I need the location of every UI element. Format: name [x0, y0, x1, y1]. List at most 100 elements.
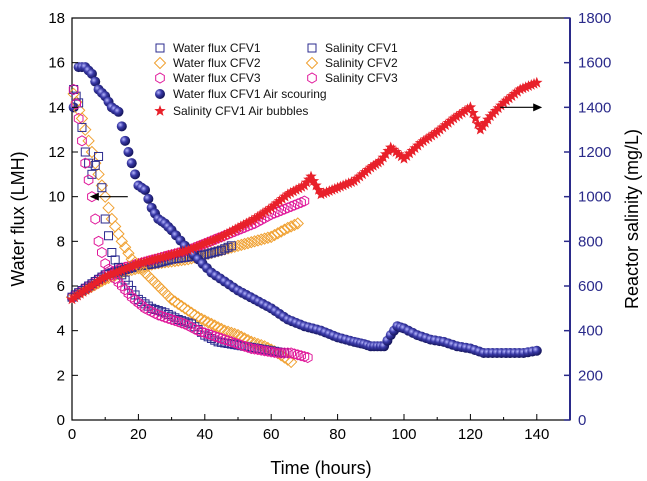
data-point	[229, 223, 241, 235]
data-point	[295, 181, 308, 192]
data-point	[175, 299, 188, 313]
data-point	[206, 329, 217, 341]
data-point	[116, 121, 127, 132]
data-point	[121, 262, 133, 273]
data-point	[157, 307, 167, 317]
y-tick-label: 2	[57, 367, 65, 384]
data-point	[517, 82, 529, 94]
data-point	[113, 276, 124, 288]
data-point	[122, 247, 135, 260]
legend-item: Water flux CFV3	[155, 71, 261, 85]
x-tick-label: 100	[391, 426, 416, 443]
data-point	[233, 338, 243, 350]
data-point	[120, 135, 131, 146]
data-point	[296, 196, 306, 209]
legend-item: Salinity CFV1 Air bubbles	[154, 104, 308, 118]
legend-label: Salinity CFV1 Air bubbles	[173, 104, 308, 118]
data-point	[200, 327, 210, 339]
data-point	[239, 340, 250, 352]
data-point	[307, 175, 320, 186]
data-point	[271, 227, 285, 240]
data-point	[445, 114, 457, 126]
data-point	[205, 317, 218, 331]
data-point	[276, 192, 288, 204]
data-point	[80, 284, 92, 295]
data-point	[94, 151, 104, 161]
y2-tick-label: 1000	[578, 189, 611, 206]
data-point	[204, 235, 216, 247]
data-point	[181, 304, 195, 317]
data-point	[221, 227, 233, 239]
data-point	[156, 310, 167, 322]
data-point	[140, 184, 151, 195]
data-point	[105, 268, 117, 280]
data-point	[100, 258, 110, 270]
data-point	[287, 185, 299, 197]
data-point	[71, 91, 81, 101]
x-tick-label: 40	[196, 426, 213, 443]
data-point	[90, 160, 100, 170]
data-point	[238, 237, 251, 251]
data-point	[348, 175, 360, 186]
data-point	[185, 243, 197, 254]
x-tick-label: 0	[68, 426, 76, 443]
data-point	[406, 144, 418, 156]
data-point	[385, 141, 397, 153]
legend-marker	[155, 43, 165, 53]
data-point	[220, 244, 230, 254]
data-point	[224, 226, 236, 238]
data-point	[401, 150, 413, 161]
data-point	[188, 308, 202, 322]
data-point	[120, 284, 130, 296]
y2-tick-label: 600	[578, 278, 603, 295]
data-point	[254, 209, 266, 221]
y-tick-label: 10	[48, 189, 65, 206]
data-point	[82, 282, 95, 294]
data-point	[286, 347, 296, 359]
x-tick-label: 80	[329, 426, 346, 443]
data-point	[88, 278, 100, 290]
data-point	[245, 236, 258, 249]
data-point	[500, 94, 513, 106]
data-point	[153, 306, 163, 316]
legend-item: Water flux CFV1	[155, 41, 261, 55]
data-point	[356, 168, 369, 180]
y2-axis-title: Reactor salinity (mg/L)	[622, 129, 642, 309]
data-point	[168, 295, 182, 308]
data-point	[257, 207, 269, 219]
data-point	[279, 190, 291, 202]
data-point	[123, 147, 134, 157]
data-point	[345, 176, 358, 187]
data-point	[290, 184, 302, 195]
data-point	[136, 299, 147, 312]
data-point	[213, 331, 223, 343]
data-point	[531, 76, 543, 88]
x-tick-label: 20	[130, 426, 147, 443]
y-tick-label: 12	[48, 144, 65, 161]
data-point	[246, 214, 258, 226]
data-point	[522, 80, 535, 91]
data-point	[268, 199, 280, 211]
data-point	[387, 143, 400, 155]
data-point	[77, 286, 89, 297]
data-point	[85, 280, 98, 292]
data-point	[271, 197, 283, 209]
legend-label: Water flux CFV2	[173, 56, 261, 70]
data-point	[123, 287, 134, 299]
data-point	[196, 326, 207, 338]
annotations	[89, 103, 543, 201]
data-point	[176, 317, 187, 329]
x-tick-label: 120	[458, 426, 483, 443]
plot-area	[71, 17, 571, 421]
data-point	[302, 351, 313, 364]
y-tick-label: 8	[57, 233, 65, 250]
data-point	[226, 224, 239, 236]
data-point	[160, 311, 170, 323]
data-point	[68, 83, 79, 96]
data-point	[426, 129, 438, 141]
data-point	[273, 195, 286, 206]
y2-tick-label: 1400	[578, 99, 611, 116]
data-point	[310, 179, 322, 191]
y-tick-label: 14	[48, 99, 65, 116]
